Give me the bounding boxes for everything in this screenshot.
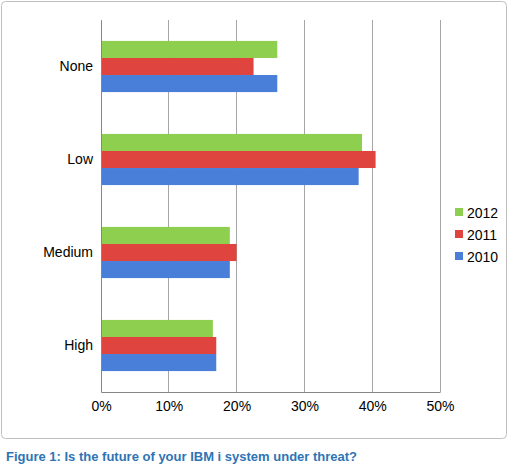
y-tick-label: High <box>64 337 93 353</box>
bar <box>101 58 254 75</box>
x-tick-label: 40% <box>359 398 387 414</box>
bar <box>101 151 376 168</box>
legend-swatch <box>455 208 463 216</box>
bars <box>101 41 376 371</box>
bar <box>101 41 277 58</box>
legend-swatch <box>455 230 463 238</box>
y-tick: High <box>64 337 101 353</box>
y-tick-label: None <box>60 58 94 74</box>
x-tick-label: 30% <box>291 398 319 414</box>
grid-line <box>304 20 305 392</box>
x-tick: 50% <box>426 392 454 414</box>
bar <box>101 75 277 92</box>
x-tick: 20% <box>223 392 251 414</box>
grid-line <box>101 20 102 392</box>
legend: 2012 2011 2010 <box>455 205 498 265</box>
x-tick-label: 50% <box>426 398 454 414</box>
legend-swatch <box>455 252 463 260</box>
x-axis: 0% 10% 20% 30% 40% 50% <box>91 392 454 414</box>
y-axis: None Low Medium High <box>43 21 101 393</box>
y-tick: Medium <box>43 244 101 260</box>
x-tick: 40% <box>359 392 387 414</box>
legend-item: 2010 <box>455 249 498 265</box>
x-tick-label: 20% <box>223 398 251 414</box>
y-tick: Low <box>67 151 101 167</box>
x-tick-label: 0% <box>91 398 111 414</box>
legend-label: 2010 <box>467 249 498 265</box>
y-tick: None <box>60 58 101 74</box>
grid <box>101 20 440 392</box>
chart-frame <box>2 2 507 439</box>
legend-item: 2011 <box>455 227 497 243</box>
y-axis-line <box>101 21 102 393</box>
legend-item: 2012 <box>455 205 498 221</box>
x-tick: 30% <box>291 392 319 414</box>
title: Figure 1: Is the future of your IBM i sy… <box>6 449 357 464</box>
legend-label: 2012 <box>467 205 498 221</box>
y-tick-label: Low <box>67 151 94 167</box>
bar <box>101 354 216 371</box>
legend-label: 2011 <box>467 227 497 243</box>
bar <box>101 134 362 151</box>
x-tick: 10% <box>155 392 183 414</box>
grid-line <box>372 20 373 392</box>
grid-line <box>440 20 441 392</box>
bar <box>101 261 230 278</box>
x-tick-label: 10% <box>155 398 183 414</box>
x-axis-line <box>102 392 441 393</box>
bar <box>101 320 213 337</box>
bar <box>101 168 359 185</box>
bar <box>101 337 216 354</box>
chart: 0%10%20%30%40%50%NoneLowMediumHigh201220… <box>0 0 512 470</box>
bar <box>101 244 237 261</box>
bar <box>101 227 230 244</box>
x-tick: 0% <box>91 392 111 414</box>
y-tick-label: Medium <box>43 244 93 260</box>
